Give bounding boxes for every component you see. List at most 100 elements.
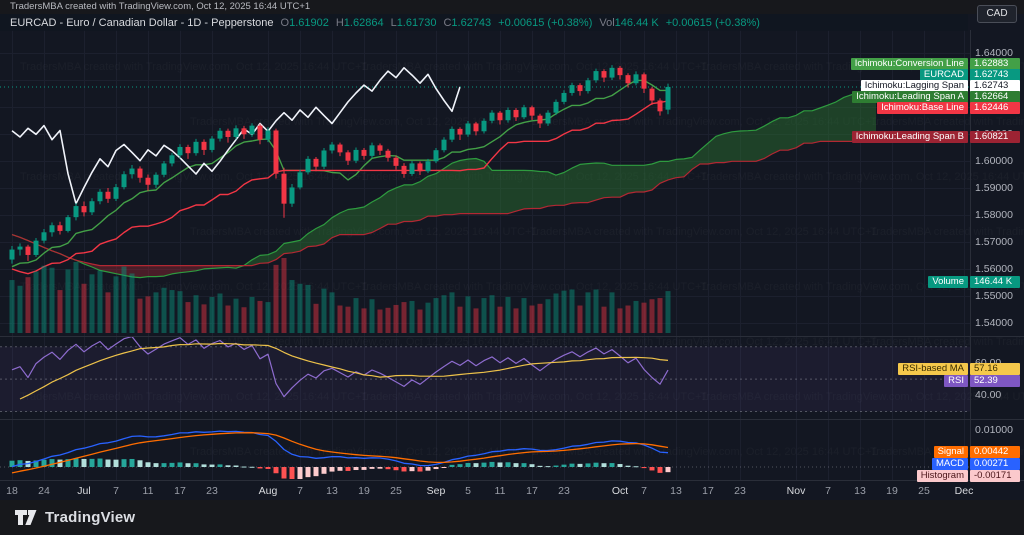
macd-chip-value: 0.00271 [970, 458, 1020, 470]
time-axis-label: 23 [734, 485, 746, 497]
time-axis-label: 23 [206, 485, 218, 497]
candles [9, 65, 671, 264]
svg-text:TradersMBA created with Tradin: TradersMBA created with TradingView.com,… [530, 336, 878, 348]
gridlines [0, 30, 970, 480]
svg-text:TradersMBA created with Tradin: TradersMBA created with TradingView.com,… [530, 446, 878, 458]
time-axis-label: 13 [326, 485, 338, 497]
macd-chip-label: Histogram [916, 470, 968, 482]
time-axis-label: 17 [526, 485, 538, 497]
footer-bar: TradingView [0, 500, 1024, 535]
price-panel [0, 67, 970, 279]
low-label: L [390, 16, 397, 29]
time-axis-label: Sep [426, 485, 446, 497]
ichimoku-chip-label: EURCAD [919, 69, 968, 81]
time-axis-label: Oct [611, 485, 629, 497]
open-value: 1.61902 [289, 16, 329, 29]
high-label: H [335, 16, 344, 29]
time-axis-label: Aug [258, 485, 278, 497]
macd-axis-label: 0.01000 [975, 424, 1013, 436]
time-axis-label: 7 [641, 485, 647, 497]
ichimoku-chip-value: 1.62446 [970, 102, 1020, 114]
time-axis-label: 19 [886, 485, 898, 497]
volume-change-value: +0.00615 (+0.38%) [665, 16, 760, 29]
price-axis-label: 1.60000 [975, 155, 1013, 167]
time-axis-label: Dec [954, 485, 974, 497]
tradingview-logo-icon [15, 510, 37, 525]
symbol-title[interactable]: EURCAD - Euro / Canadian Dollar - 1D - P… [10, 16, 274, 29]
symbol-legend: EURCAD - Euro / Canadian Dollar - 1D - P… [0, 14, 968, 31]
time-axis-label: 17 [174, 485, 186, 497]
change-value: +0.00615 (+0.38%) [498, 16, 593, 29]
time-axis-label: 7 [113, 485, 119, 497]
macd-chip-value: -0.00171 [970, 470, 1020, 482]
svg-text:TradersMBA created with Tradin: TradersMBA created with TradingView.com,… [190, 446, 538, 458]
time-axis-label: 7 [825, 485, 831, 497]
rsi-chip-label: RSI [944, 375, 968, 387]
macd-chip-label: MACD [932, 458, 968, 470]
ichimoku-chip-value: 1.62743 [970, 80, 1020, 92]
time-axis-label: 7 [297, 485, 303, 497]
currency-toggle-button[interactable]: CAD [977, 5, 1017, 23]
svg-text:TradersMBA created with Tradin: TradersMBA created with TradingView.com,… [530, 226, 878, 238]
time-axis-label: 25 [390, 485, 402, 497]
macd-panel [0, 430, 970, 479]
ichimoku-chip-label: Ichimoku:Conversion Line [850, 58, 968, 70]
open-label: O [280, 16, 290, 29]
low-value: 1.61730 [396, 16, 437, 29]
svg-text:TradersMBA created with Tradin: TradersMBA created with TradingView.com,… [360, 61, 708, 73]
time-axis-label: 25 [918, 485, 930, 497]
macd-chip-value: 0.00442 [970, 446, 1020, 458]
close-value: 1.62743 [451, 16, 492, 29]
price-axis-label: 1.55000 [975, 290, 1013, 302]
time-axis-label: Nov [786, 485, 806, 497]
attribution-text: TradersMBA created with TradingView.com,… [10, 1, 311, 12]
ichimoku-chip-label: Ichimoku:Leading Span B [851, 131, 968, 143]
rsi-chip-value: 57.16 [970, 363, 1020, 375]
ichimoku-chip-value: 1.62883 [970, 58, 1020, 70]
close-label: C [443, 16, 452, 29]
macd-chip-label: Signal [933, 446, 968, 458]
price-axis-label: 1.59000 [975, 182, 1013, 194]
ichimoku-chip-value: 1.62743 [970, 69, 1020, 81]
tradingview-logo-text[interactable]: TradingView [45, 509, 136, 526]
time-axis-label: 11 [142, 485, 154, 497]
time-axis-label: 5 [465, 485, 471, 497]
time-axis-label: 11 [494, 485, 506, 497]
time-axis-label: 13 [854, 485, 866, 497]
volume-value: 146.44 K [614, 16, 659, 29]
time-axis-label: 13 [670, 485, 682, 497]
ichimoku-chip-label: Ichimoku:Lagging Span [860, 80, 968, 92]
svg-text:TradersMBA created with Tradin: TradersMBA created with TradingView.com,… [360, 281, 708, 293]
rsi-panel [0, 337, 970, 413]
rsi-axis-label: 40.00 [975, 389, 1002, 402]
rsi-chip-label: RSI-based MA [898, 363, 968, 375]
volume-label: Vol [599, 16, 615, 29]
volume-chip-label: Volume [928, 276, 968, 288]
price-axis-label: 1.54000 [975, 317, 1013, 329]
price-axis-label: 1.56000 [975, 263, 1013, 275]
high-value: 1.62864 [343, 16, 384, 29]
volume-bars [9, 258, 671, 333]
price-axis-label: 1.57000 [975, 236, 1013, 248]
svg-text:TradersMBA created with Tradin: TradersMBA created with TradingView.com,… [20, 61, 368, 73]
ichimoku-chip-label: Ichimoku:Leading Span A [852, 91, 968, 103]
ichimoku-chip-value: 1.60821 [970, 131, 1020, 143]
svg-text:TradersMBA created with Tradin: TradersMBA created with TradingView.com,… [870, 116, 1024, 128]
svg-text:TradersMBA created with Tradin: TradersMBA created with TradingView.com,… [870, 336, 1024, 348]
volume-chip-value: 146.44 K [970, 276, 1020, 288]
price-axis-label: 1.64000 [975, 47, 1013, 59]
time-axis-label: 19 [358, 485, 370, 497]
ichimoku-chip-label: Ichimoku:Base Line [877, 102, 968, 114]
time-axis-label: 17 [702, 485, 714, 497]
time-axis-label: 24 [38, 485, 50, 497]
rsi-axis-label: 60.00 [975, 357, 1023, 369]
attribution-bar: TradersMBA created with TradingView.com,… [0, 0, 1024, 14]
ichimoku-chip-value: 1.62664 [970, 91, 1020, 103]
price-axis-label: 1.58000 [975, 209, 1013, 221]
svg-text:TradersMBA created with Tradin: TradersMBA created with TradingView.com,… [190, 336, 538, 348]
time-axis-label: 23 [558, 485, 570, 497]
svg-text:TradersMBA created with Tradin: TradersMBA created with TradingView.com,… [20, 281, 368, 293]
rsi-chip-value: 52.39 [970, 375, 1020, 387]
